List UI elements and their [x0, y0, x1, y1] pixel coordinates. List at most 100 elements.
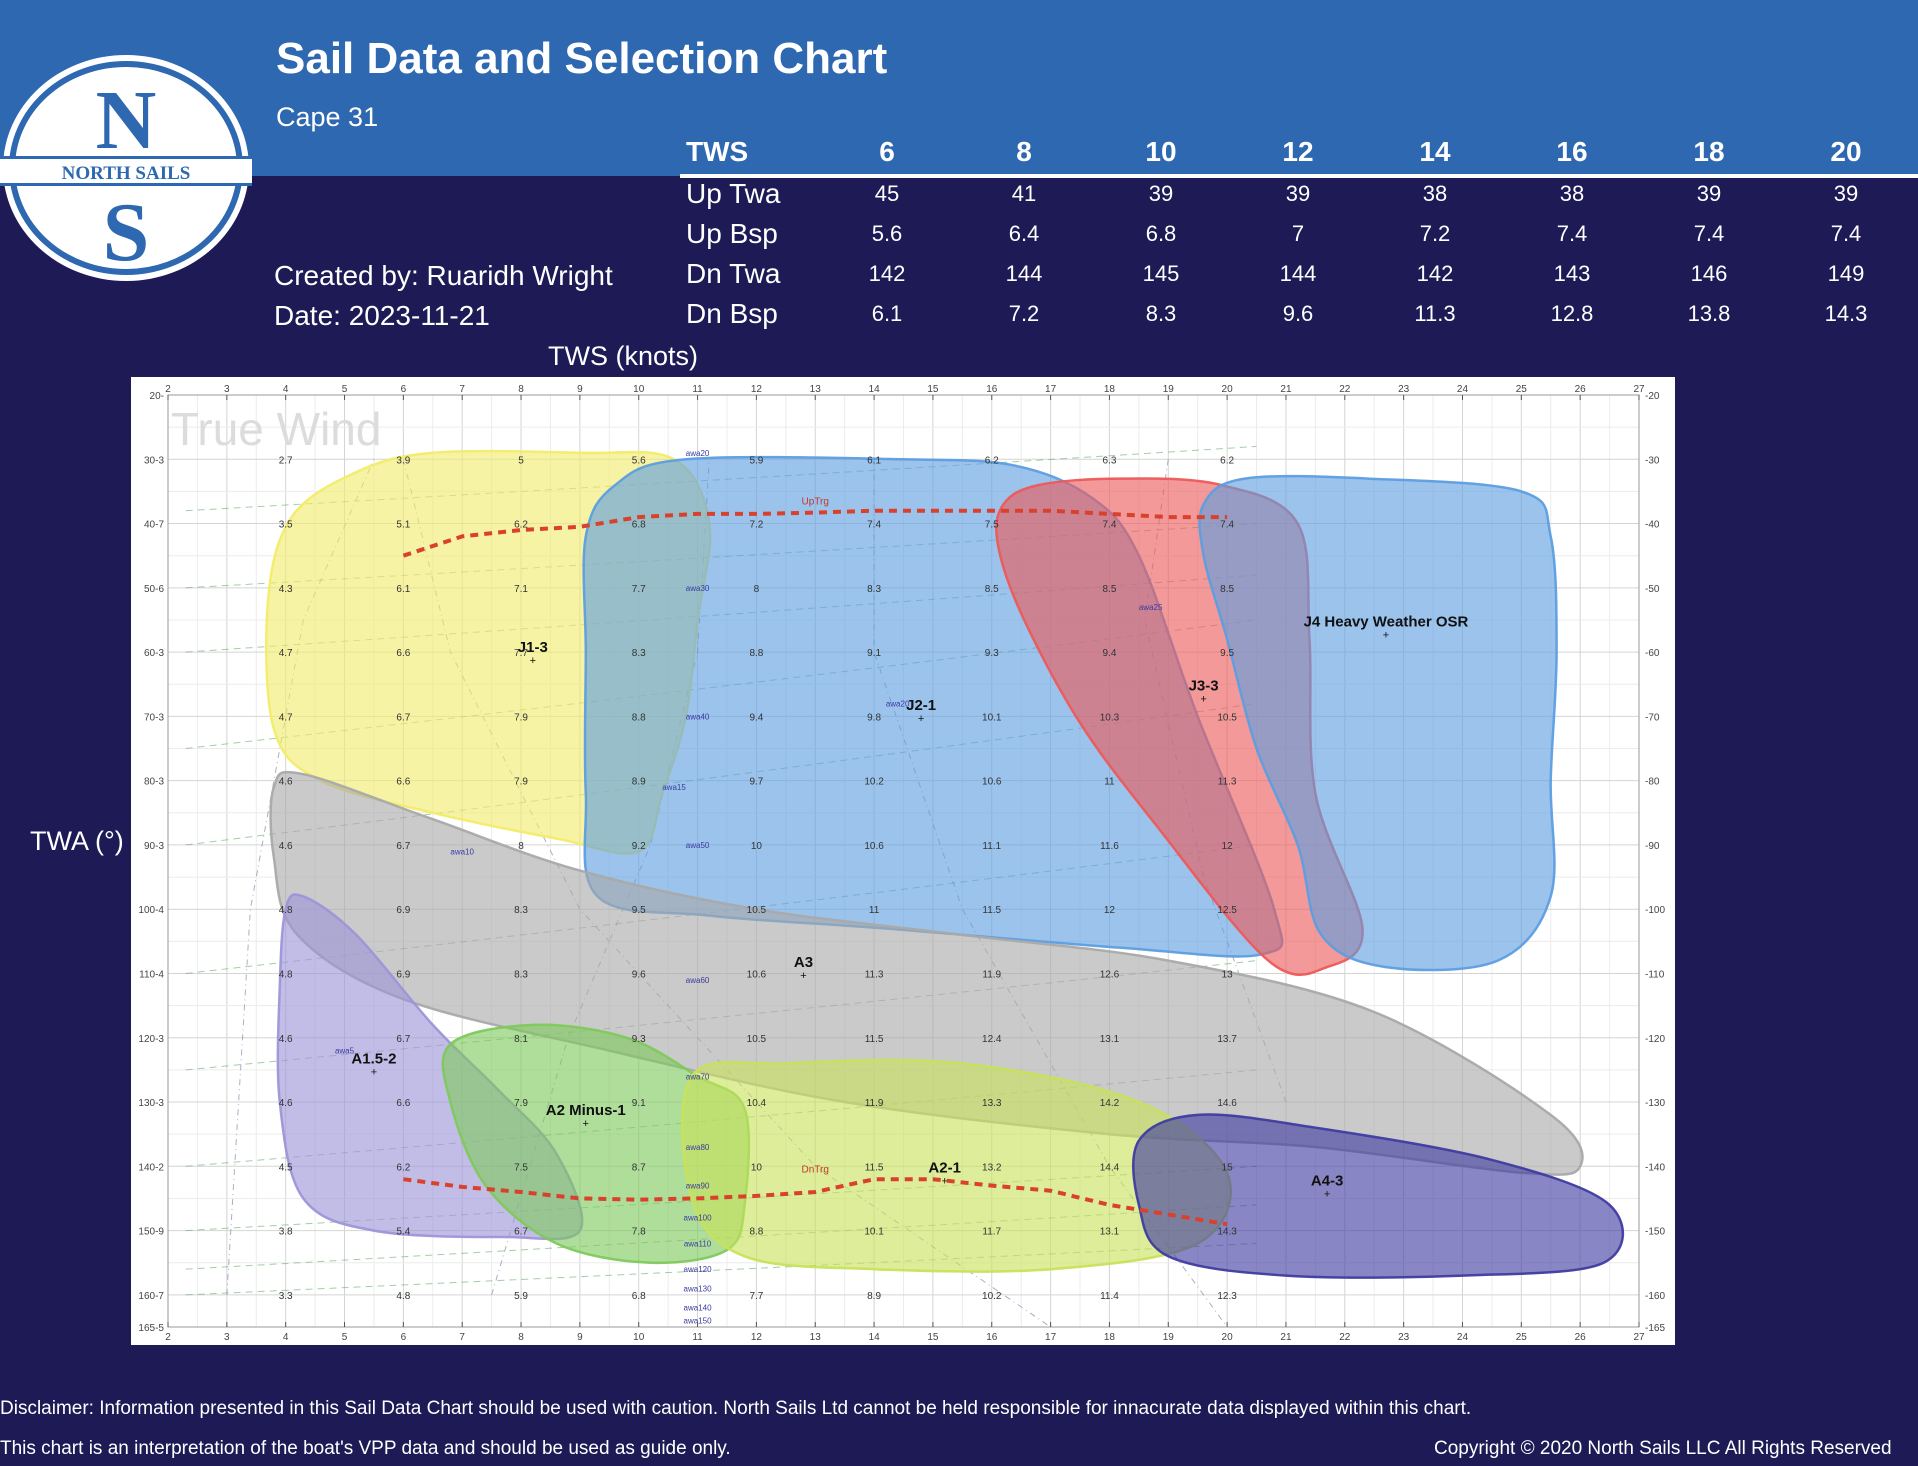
speed-label: 7.4 [867, 520, 881, 531]
speed-label: 8.7 [632, 1162, 646, 1173]
page-title: Sail Data and Selection Chart [276, 34, 888, 83]
sail-label: A2 Minus-1 [546, 1102, 626, 1119]
x-tick-label-top: 15 [927, 384, 939, 395]
downwind-target-label: DnTrg [802, 1165, 829, 1176]
x-tick-label-top: 9 [577, 384, 583, 395]
y-tick-label-left: 150-9 [138, 1227, 164, 1238]
y-tick-label-left: 130-3 [138, 1098, 164, 1109]
disclaimer-text: Disclaimer: Information presented in thi… [0, 1398, 1472, 1419]
x-tick-label-top: 23 [1398, 384, 1410, 395]
speed-label: 6.9 [396, 905, 410, 916]
speed-label: 10.5 [1217, 712, 1237, 723]
x-tick-label-top: 6 [401, 384, 407, 395]
speed-label: 9.4 [749, 712, 763, 723]
speed-label: 11.6 [1100, 841, 1119, 852]
speed-label: 12 [1222, 841, 1234, 852]
speed-label: 4.6 [279, 841, 293, 852]
speed-label: 8.8 [632, 712, 646, 723]
speed-label: 6.2 [985, 455, 999, 466]
speed-label: 10.6 [747, 969, 767, 980]
table-cell: 39 [1696, 181, 1722, 206]
y-tick-label-left: 50-6 [144, 584, 164, 595]
y-tick-label-left: 120-3 [138, 1034, 164, 1045]
speed-label: 11 [1104, 777, 1115, 788]
speed-label: 5.9 [749, 455, 763, 466]
speed-label: 6.6 [396, 1098, 410, 1109]
sail-areas [265, 449, 1625, 1279]
x-tick-label-bottom: 7 [459, 1332, 465, 1343]
table-cell: 143 [1553, 261, 1591, 286]
sail-label: A3 [794, 954, 813, 971]
y-tick-label-left: 30-3 [144, 455, 164, 466]
speed-label: 10 [751, 1162, 763, 1173]
speed-label: 11.5 [982, 905, 1001, 916]
row-label: Dn Twa [686, 258, 781, 289]
y-tick-label-right: -80 [1645, 777, 1660, 788]
table-cell: 39 [1833, 181, 1859, 206]
x-tick-label-bottom: 24 [1457, 1332, 1469, 1343]
x-tick-label-top: 11 [692, 384, 703, 395]
table-cell: 7.4 [1556, 221, 1588, 246]
awa-label: awa100 [684, 1214, 713, 1223]
speed-label: 12 [1104, 905, 1116, 916]
speed-label: 3.3 [279, 1291, 293, 1302]
speed-label: 9.3 [632, 1034, 646, 1045]
y-tick-label-right: -100 [1645, 905, 1665, 916]
speed-label: 7.4 [1102, 520, 1116, 531]
speed-labels: 2.7 3.9 5 5.6 5.9 6.1 6.2 6.3 6.2 3.5 5.1 6.2 6.8 7.2… [279, 455, 1238, 1302]
x-tick-label-bottom: 3 [224, 1332, 230, 1343]
speed-label: 7.4 [1220, 520, 1234, 531]
sail-center-marker: + [530, 655, 536, 667]
table-cell: 146 [1690, 261, 1728, 286]
sail-center-marker: + [1383, 629, 1389, 641]
speed-label: 6.7 [396, 712, 410, 723]
sail-label: J2-1 [906, 697, 936, 714]
speed-label: 10.2 [864, 777, 884, 788]
speed-label: 6.7 [396, 841, 410, 852]
y-tick-label-right: -90 [1645, 841, 1660, 852]
sail-area [1198, 474, 1558, 972]
table-header-cell: 10 [1145, 136, 1177, 167]
x-tick-label-bottom: 27 [1633, 1332, 1645, 1343]
speed-label: 5 [518, 455, 524, 466]
speed-label: 3.5 [279, 520, 293, 531]
sail-center-marker: + [800, 970, 806, 982]
speed-label: 10.3 [1100, 712, 1120, 723]
x-tick-label-bottom: 5 [342, 1332, 348, 1343]
speed-label: 5.1 [396, 520, 410, 531]
created-by: Created by: Ruaridh Wright [274, 260, 613, 291]
speed-label: 11.7 [982, 1227, 1001, 1238]
table-cell: 38 [1559, 181, 1585, 206]
header-band [0, 0, 1918, 176]
table-header-cell: 8 [1016, 136, 1032, 167]
awa-label: awa50 [686, 841, 710, 850]
speed-label: 8.9 [632, 777, 646, 788]
x-tick-label-bottom: 19 [1163, 1332, 1175, 1343]
boat-name: Cape 31 [276, 102, 379, 132]
speed-label: 5.4 [396, 1227, 410, 1238]
speed-label: 14.3 [1217, 1227, 1237, 1238]
speed-label: 9.4 [1102, 648, 1116, 659]
speed-label: 13 [1222, 969, 1234, 980]
sail-center-marker: + [583, 1118, 589, 1130]
table-cell: 144 [1005, 261, 1043, 286]
table-cell: 39 [1148, 181, 1174, 206]
y-tick-label-left: 160-7 [138, 1291, 164, 1302]
plot-frame [167, 394, 1640, 1328]
row-label: Up Bsp [686, 218, 778, 249]
speed-label: 7.1 [514, 584, 528, 595]
speed-label: 6.1 [396, 584, 410, 595]
x-tick-label-bottom: 21 [1280, 1332, 1292, 1343]
y-tick-label-left: 20- [150, 391, 164, 402]
x-tick-label-top: 22 [1339, 384, 1351, 395]
x-tick-label-top: 19 [1163, 384, 1175, 395]
y-tick-label-left: 165-5 [138, 1323, 164, 1334]
speed-label: 7.5 [514, 1162, 528, 1173]
sail-label: A4-3 [1311, 1173, 1344, 1190]
sail-label: J3-3 [1189, 678, 1219, 695]
speed-label: 9.5 [632, 905, 646, 916]
speed-label: 4.3 [279, 584, 293, 595]
speed-label: 9.6 [632, 969, 646, 980]
y-tick-label-left: 100-4 [138, 905, 164, 916]
speed-label: 8 [518, 841, 524, 852]
